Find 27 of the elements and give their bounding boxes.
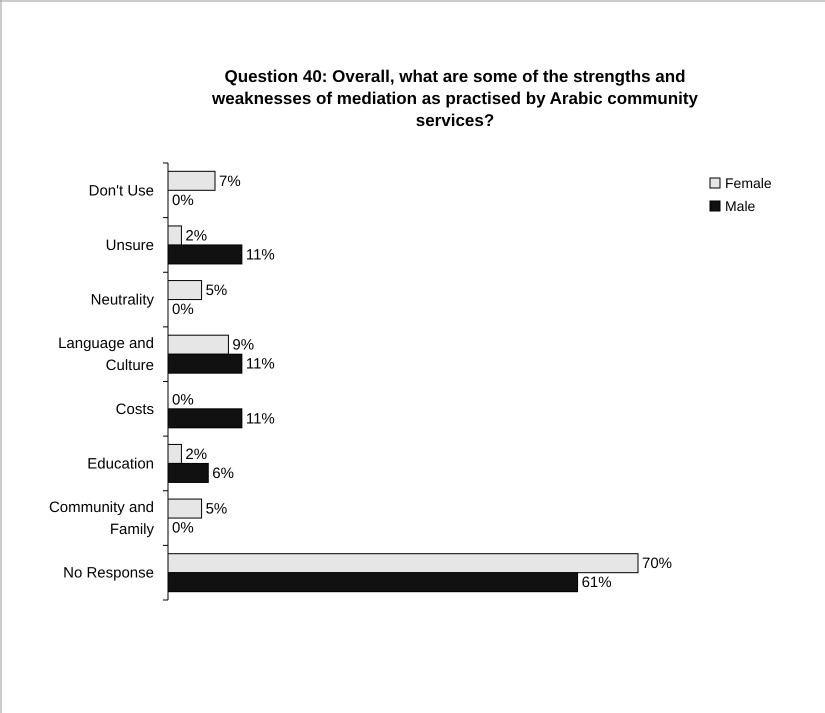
data-label: 5% [206, 282, 228, 300]
data-label: 70% [642, 555, 672, 572]
y-tick-label: Neutrality [90, 292, 154, 309]
data-label: 6% [212, 464, 234, 482]
data-label: 5% [206, 500, 228, 518]
data-label: 0% [172, 391, 194, 408]
data-label: 11% [246, 246, 275, 264]
data-label: 11% [246, 410, 275, 428]
y-tick-label: Community and Family [48, 499, 154, 538]
legend-label: Male [725, 198, 756, 214]
y-tick-label: Language and Culture [58, 335, 154, 374]
y-tick-label: Don't Use [88, 182, 154, 200]
data-label: 2% [185, 227, 208, 244]
y-tick-label: Education [87, 455, 154, 472]
legend-label: Female [725, 175, 772, 191]
data-label: 2% [185, 446, 208, 463]
data-label: 9% [232, 336, 254, 354]
data-label: 0% [172, 301, 194, 318]
y-tick-label: No Response [63, 564, 154, 582]
data-label: 61% [582, 574, 612, 592]
data-label: 0% [172, 192, 194, 209]
data-label: 11% [246, 356, 275, 373]
y-tick-label: Unsure [106, 236, 154, 254]
y-tick-label: Costs [116, 400, 154, 418]
data-label: 7% [219, 172, 241, 190]
data-label: 0% [172, 520, 194, 537]
chart-title: Question 40: Overall, what are some of the strengths and weaknesses of mediation as practised by Arabic community services? [211, 67, 699, 130]
